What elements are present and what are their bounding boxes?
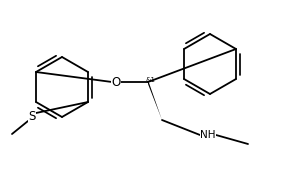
Text: S: S (28, 110, 36, 124)
Text: O: O (112, 76, 121, 88)
Polygon shape (148, 80, 162, 120)
Text: NH: NH (200, 130, 216, 140)
Text: &1: &1 (146, 77, 156, 83)
